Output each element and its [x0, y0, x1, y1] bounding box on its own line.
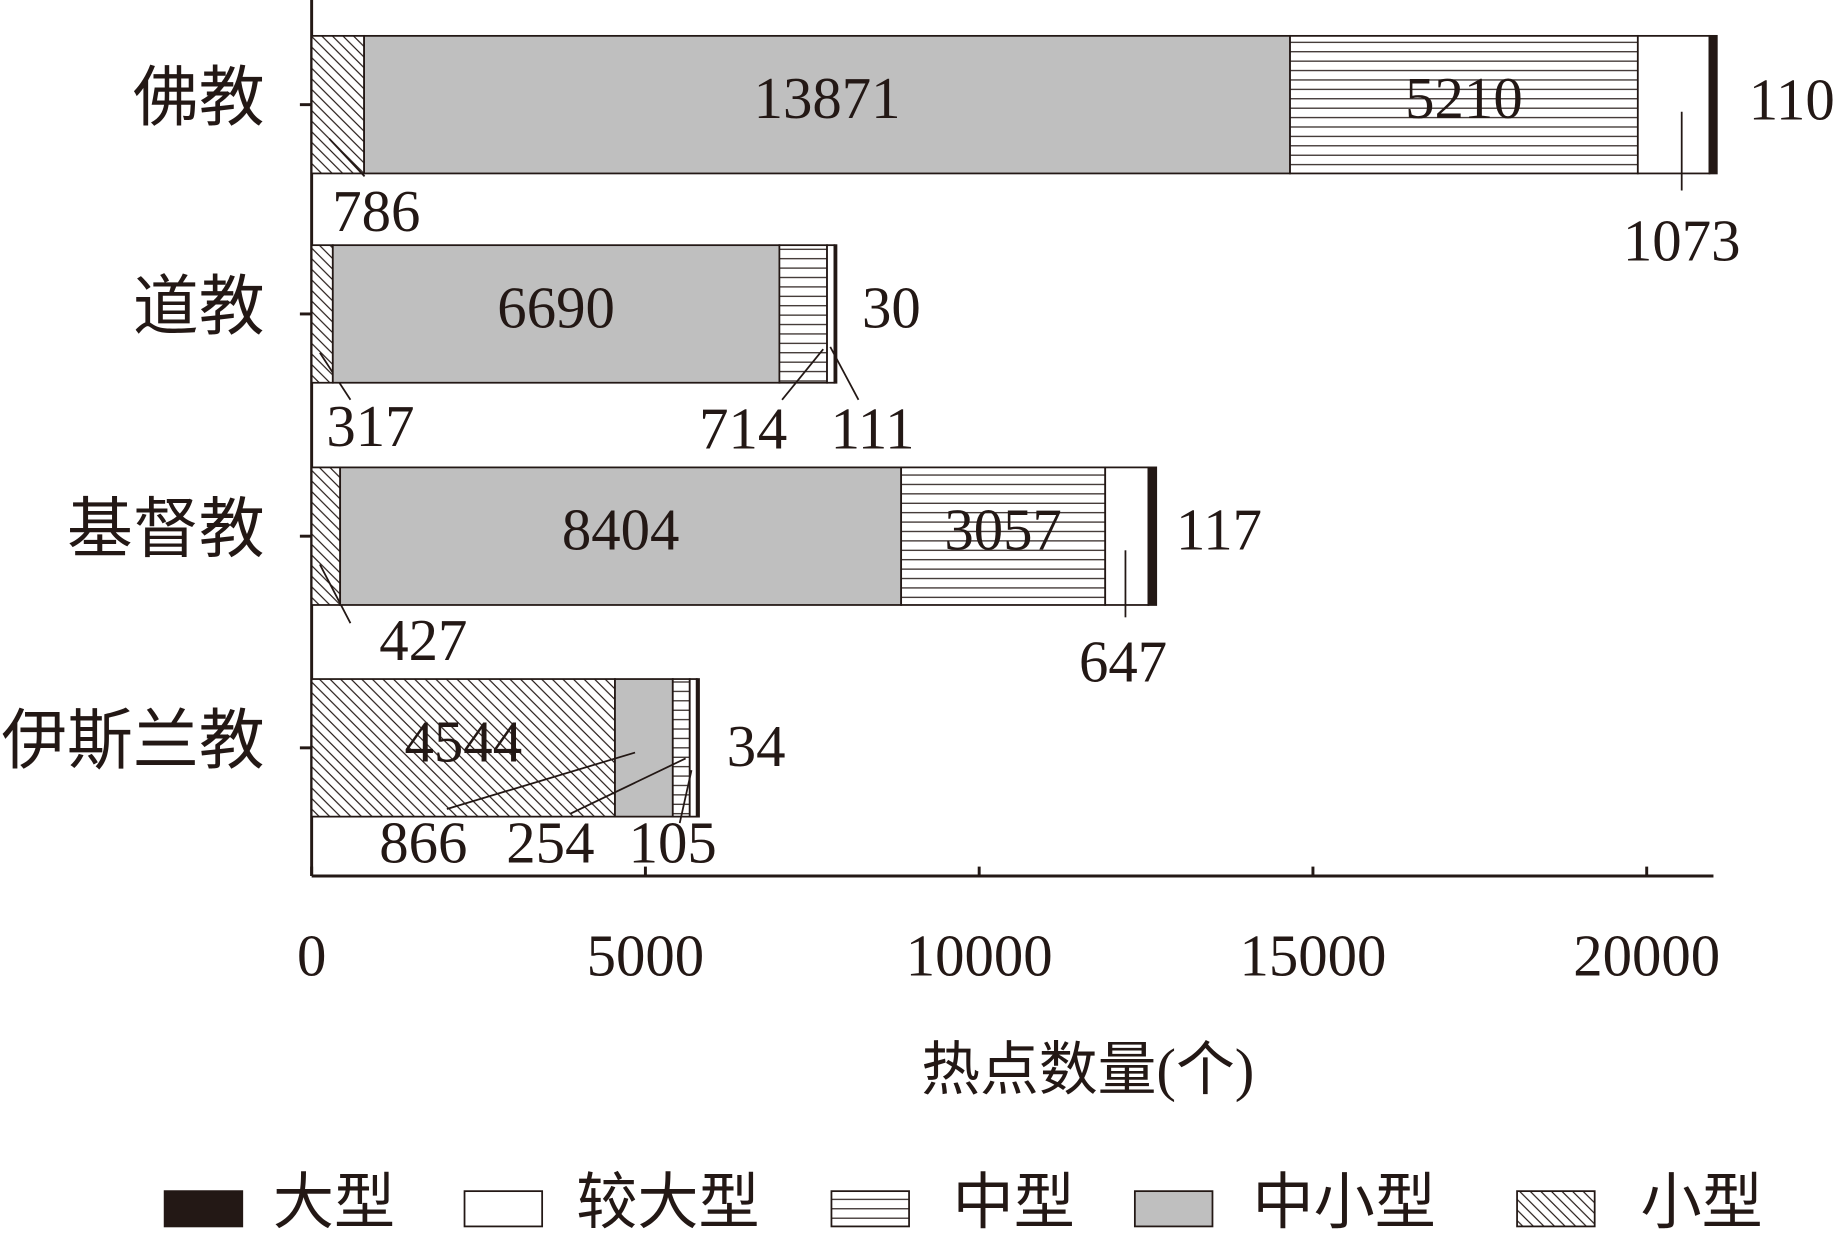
data-label: 427 — [379, 608, 467, 673]
bar-segment — [1289, 34, 1639, 175]
category-label: 伊斯兰教 — [1, 705, 264, 778]
data-label: 8404 — [562, 498, 680, 563]
legend-swatch — [163, 1190, 244, 1228]
data-label: 647 — [1079, 629, 1167, 694]
leader-line — [446, 751, 636, 810]
x-tick-label: 5000 — [587, 923, 705, 988]
data-label: 317 — [326, 394, 414, 459]
bar-segment — [688, 678, 698, 818]
x-axis-label: 热点数量(个) — [921, 1037, 1254, 1102]
legend-label: 中小型 — [1252, 1170, 1435, 1237]
leader-line — [678, 769, 693, 824]
category-label: 道教 — [133, 271, 265, 344]
bar-segment — [900, 466, 1107, 606]
data-label: 6690 — [497, 275, 615, 340]
bar-segment — [833, 244, 838, 384]
category-label: 佛教 — [133, 62, 265, 135]
leader-line — [328, 138, 366, 177]
bar-segment — [671, 678, 691, 818]
data-label: 5210 — [1405, 66, 1523, 131]
bar-segment — [1104, 466, 1150, 606]
bar-segment — [826, 244, 836, 384]
x-tick-label: 10000 — [906, 923, 1053, 988]
bar-segment — [310, 34, 365, 175]
bar-segment — [310, 244, 334, 384]
legend-label: 中型 — [953, 1170, 1075, 1237]
legend-label: 小型 — [1641, 1170, 1763, 1237]
x-tick-label: 0 — [297, 923, 326, 988]
data-label: 786 — [332, 179, 420, 244]
bar-segment — [331, 244, 781, 384]
data-label: 4544 — [405, 709, 523, 774]
data-label: 117 — [1176, 498, 1262, 563]
bar-segment — [614, 678, 674, 818]
data-label: 3057 — [944, 498, 1062, 563]
bar-segment — [310, 466, 342, 606]
category-label: 基督教 — [67, 493, 265, 566]
leader-line — [781, 348, 824, 401]
data-label: 714 — [699, 397, 787, 462]
leader-line — [319, 564, 352, 624]
legend-swatch — [1516, 1190, 1596, 1228]
legend-swatch — [463, 1190, 544, 1228]
bar-segment — [1636, 34, 1711, 175]
bar-segment — [1708, 34, 1718, 175]
data-label: 111 — [831, 397, 915, 462]
x-tick-label: 20000 — [1573, 923, 1720, 988]
legend-label: 大型 — [273, 1170, 395, 1237]
legend-swatch — [830, 1190, 910, 1228]
data-label: 30 — [862, 275, 921, 340]
data-label: 105 — [629, 810, 717, 875]
bar-segment — [1147, 466, 1158, 606]
data-label: 13871 — [754, 66, 901, 131]
bar-segment — [695, 678, 700, 818]
data-label: 34 — [727, 714, 786, 779]
legend-swatch — [1133, 1190, 1214, 1228]
bar-segment — [339, 466, 903, 606]
x-tick-label: 15000 — [1239, 923, 1386, 988]
bar-segment — [310, 678, 616, 818]
data-label: 1073 — [1623, 208, 1741, 273]
data-label: 866 — [379, 810, 467, 875]
data-label: 110 — [1749, 67, 1835, 132]
legend-label: 较大型 — [576, 1170, 759, 1237]
data-label: 254 — [506, 810, 594, 875]
bar-segment — [778, 244, 828, 384]
leader-line — [569, 757, 687, 815]
